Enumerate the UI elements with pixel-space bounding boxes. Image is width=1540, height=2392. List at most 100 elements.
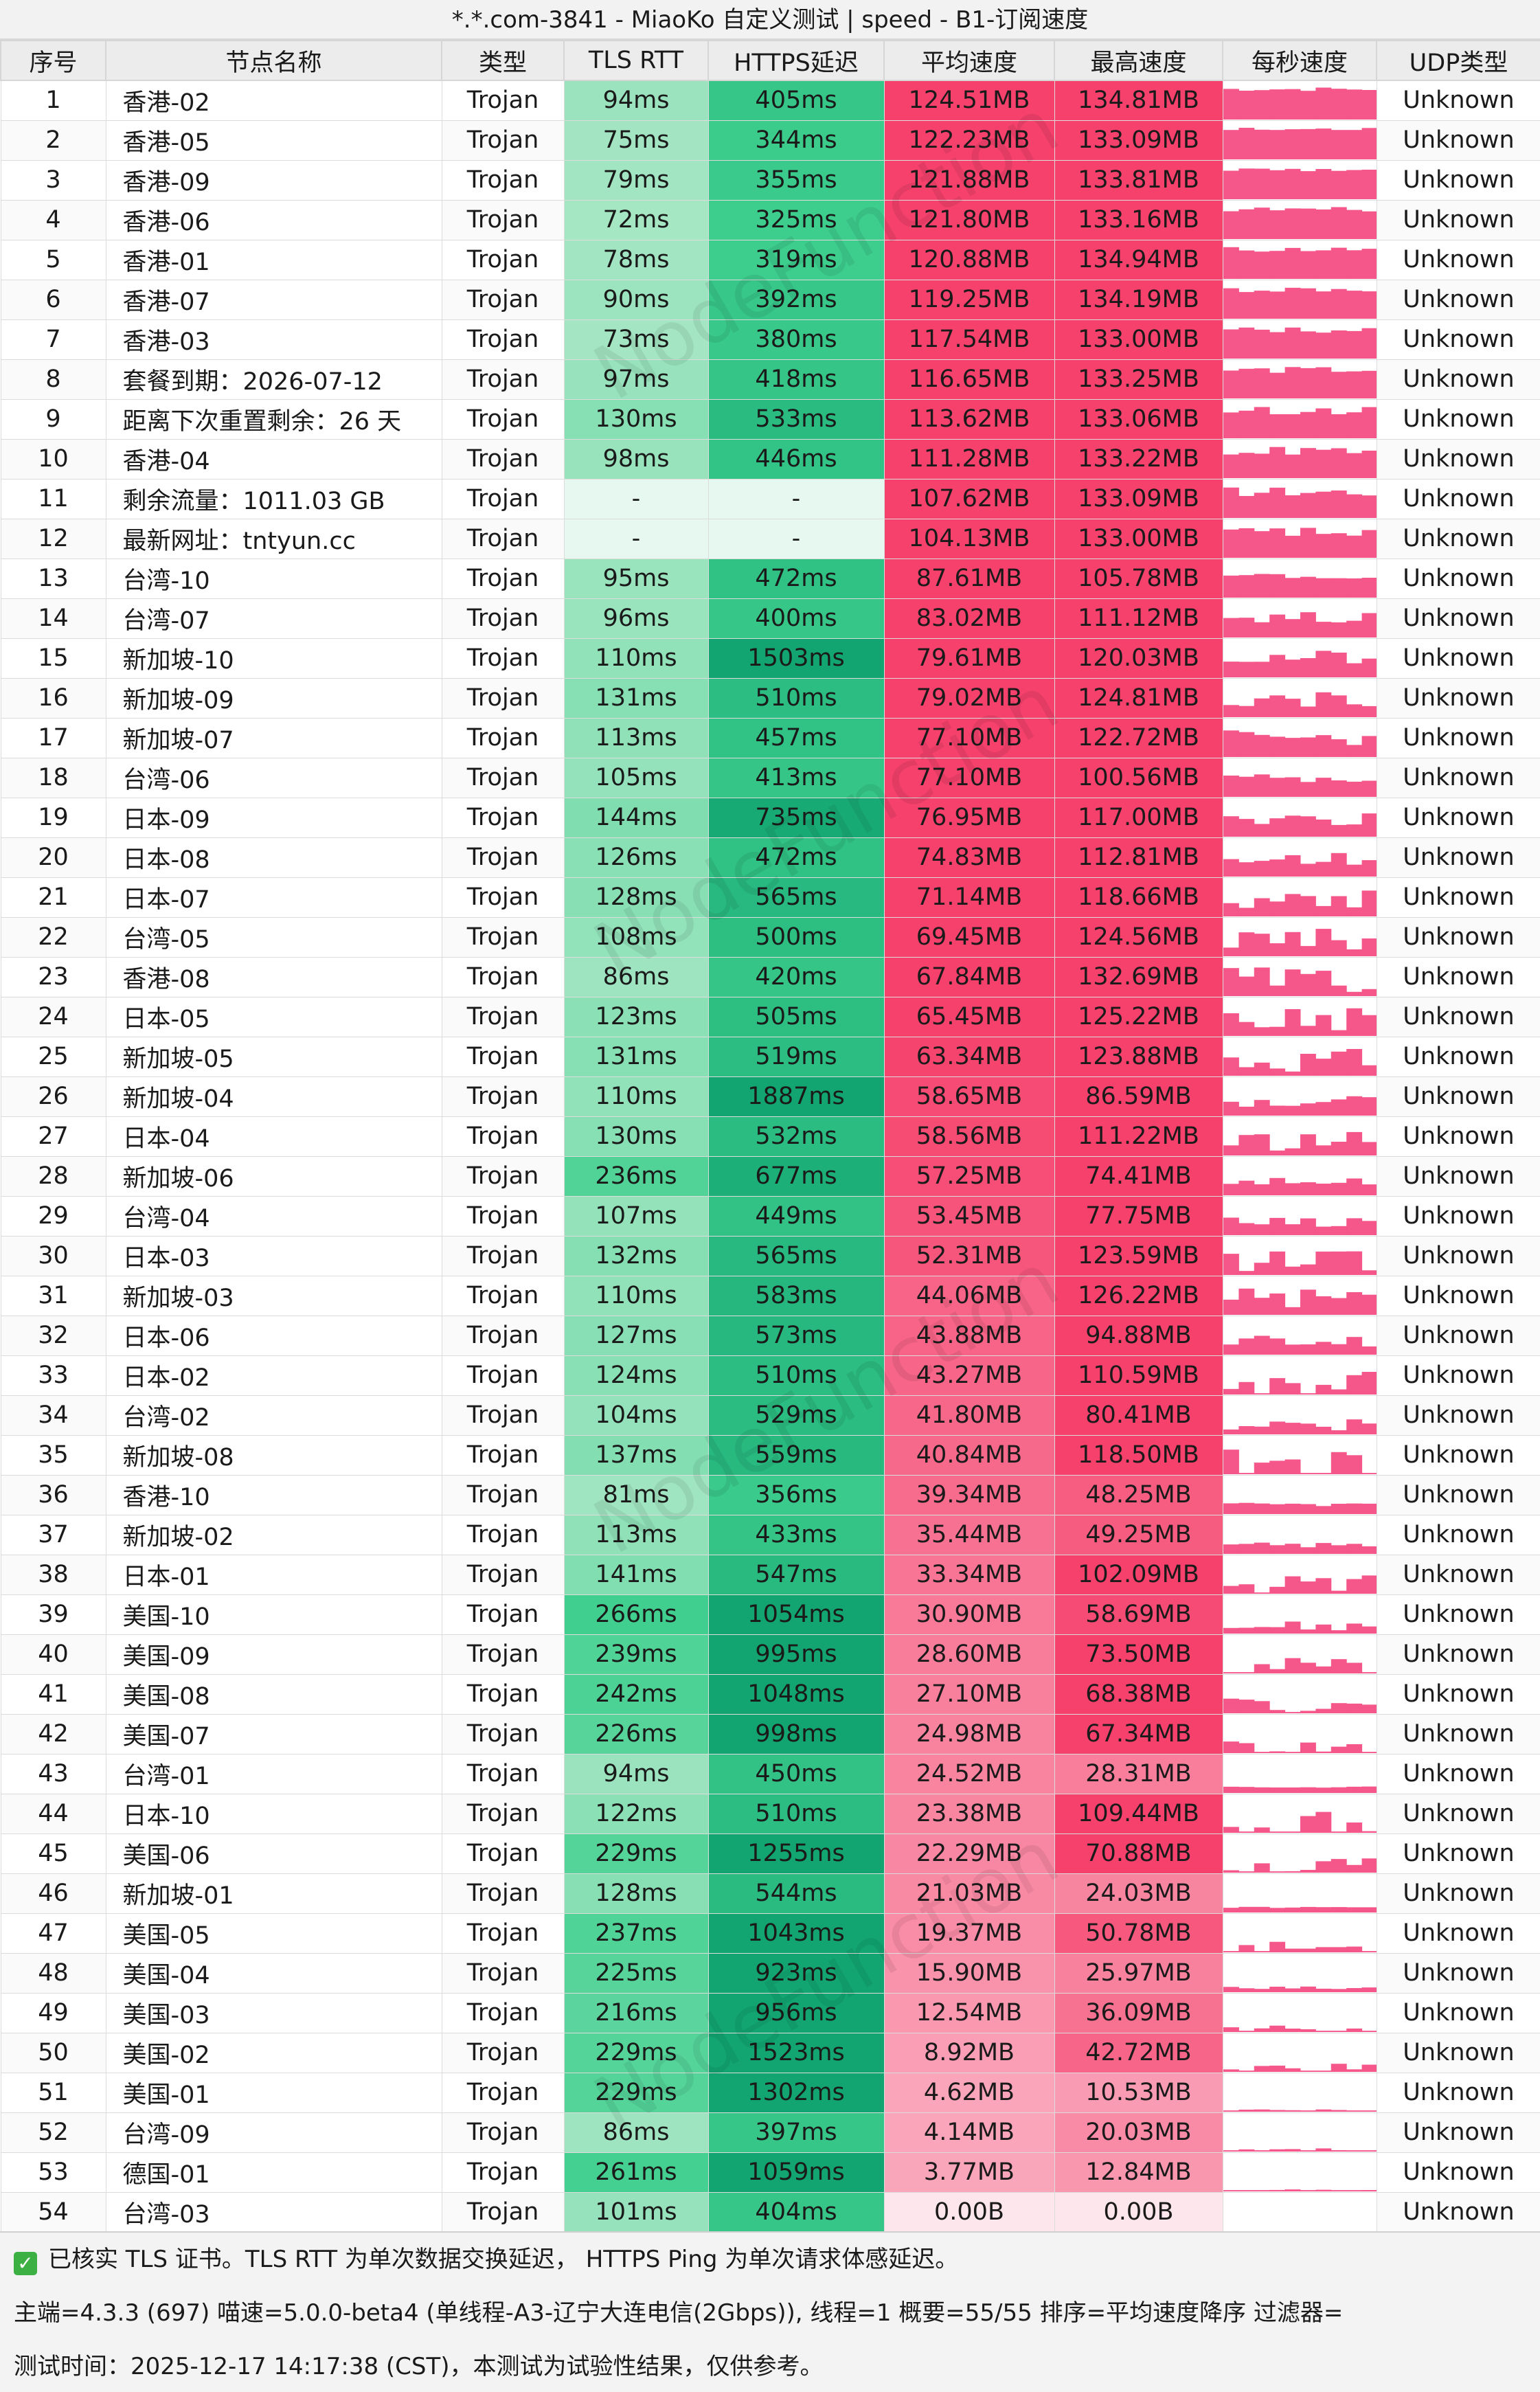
table-row[interactable]: 36 香港-10 Trojan 81ms 356ms 39.34MB 48.25MB Unkn…	[0, 1474, 1540, 1515]
column-header-tls-rtt[interactable]: TLS RTT	[563, 40, 709, 81]
table-row[interactable]: 13 台湾-10 Trojan 95ms 472ms 87.61MB 105.78MB Unk…	[0, 558, 1540, 599]
sparkline-bar	[1254, 2109, 1270, 2112]
max-speed: 133.09MB	[1054, 478, 1223, 519]
table-row[interactable]: 40 美国-09 Trojan 239ms 995ms 28.60MB 73.50MB Unk…	[0, 1634, 1540, 1675]
table-row[interactable]: 16 新加坡-09 Trojan 131ms 510ms 79.02MB 124.81MB U…	[0, 677, 1540, 719]
table-row[interactable]: 28 新加坡-06 Trojan 236ms 677ms 57.25MB 74.41MB Un…	[0, 1155, 1540, 1197]
table-row[interactable]: 12 最新网址：tntyun.cc Trojan - -104.13MB 133.00MB…	[0, 518, 1540, 559]
table-row[interactable]: 50 美国-02 Trojan 229ms 1523ms 8.92MB 42.72MB Unk…	[0, 2032, 1540, 2073]
table-row[interactable]: 35 新加坡-08 Trojan 137ms 559ms 40.84MB 118.50MB U…	[0, 1434, 1540, 1476]
table-row[interactable]: 45 美国-06 Trojan 229ms 1255ms 22.29MB 70.88MB Un…	[0, 1833, 1540, 1874]
table-row[interactable]: 4 香港-06 Trojan 72ms 325ms 121.80MB 133.16MB Unk…	[0, 199, 1540, 240]
table-row[interactable]: 44 日本-10 Trojan 122ms 510ms 23.38MB 109.44MB Un…	[0, 1793, 1540, 1834]
sparkline-bar	[1315, 1145, 1331, 1155]
sparkline-bar	[1361, 1184, 1376, 1195]
table-row[interactable]: 31 新加坡-03 Trojan 110ms 583ms 44.06MB 126.22MB U…	[0, 1275, 1540, 1316]
table-row[interactable]: 3 香港-09 Trojan 79ms 355ms 121.88MB 133.81MB Unk…	[0, 159, 1540, 201]
avg-speed: 4.14MB	[883, 2112, 1055, 2153]
table-row[interactable]: 42 美国-07 Trojan 226ms 998ms 24.98MB 67.34MB Unk…	[0, 1713, 1540, 1754]
column-header-max-speed[interactable]: 最高速度	[1054, 40, 1223, 81]
table-row[interactable]: 17 新加坡-07 Trojan 113ms 457ms 77.10MB 122.72MB U…	[0, 717, 1540, 758]
avg-speed: 76.95MB	[883, 797, 1055, 838]
https-latency: 405ms	[707, 80, 885, 121]
table-row[interactable]: 26 新加坡-04 Trojan 110ms 1887ms 58.65MB 86.59MB U…	[0, 1076, 1540, 1117]
node-name: 美国-05	[105, 1913, 442, 1954]
table-row[interactable]: 33 日本-02 Trojan 124ms 510ms 43.27MB 110.59MB Un…	[0, 1355, 1540, 1396]
table-row[interactable]: 43 台湾-01 Trojan 94ms 450ms 24.52MB 28.31MB Unkn…	[0, 1753, 1540, 1794]
table-row[interactable]: 8 套餐到期：2026-07-12 Trojan 97ms 418ms 116.65MB 1…	[0, 359, 1540, 400]
table-row[interactable]: 41 美国-08 Trojan 242ms 1048ms 27.10MB 68.38MB Un…	[0, 1673, 1540, 1715]
table-row[interactable]: 15 新加坡-10 Trojan 110ms 1503ms 79.61MB 120.03MB…	[0, 638, 1540, 679]
sparkline-bar	[1238, 1871, 1254, 1873]
table-row[interactable]: 30 日本-03 Trojan 132ms 565ms 52.31MB 123.59MB Un…	[0, 1235, 1540, 1276]
tls-rtt: 113ms	[563, 1514, 709, 1555]
table-row[interactable]: 46 新加坡-01 Trojan 128ms 544ms 21.03MB 24.03MB Un…	[0, 1873, 1540, 1914]
table-row[interactable]: 11 剩余流量：1011.03 GB Trojan - -107.62MB 133.09M…	[0, 478, 1540, 519]
table-row[interactable]: 24 日本-05 Trojan 123ms 505ms 65.45MB 125.22MB Un…	[0, 996, 1540, 1037]
table-row[interactable]: 10 香港-04 Trojan 98ms 446ms 111.28MB 133.22MB Un…	[0, 438, 1540, 479]
sparkline-bar	[1223, 211, 1239, 239]
table-row[interactable]: 29 台湾-04 Trojan 107ms 449ms 53.45MB 77.75MB Unk…	[0, 1195, 1540, 1237]
avg-speed: 63.34MB	[883, 1036, 1055, 1077]
table-row[interactable]: 48 美国-04 Trojan 225ms 923ms 15.90MB 25.97MB Unk…	[0, 1952, 1540, 1994]
tls-rtt: 113ms	[563, 717, 709, 758]
column-header-udp-type[interactable]: UDP类型	[1376, 40, 1540, 81]
max-speed: 118.66MB	[1054, 877, 1223, 918]
column-header-avg-speed[interactable]: 平均速度	[883, 40, 1055, 81]
table-row[interactable]: 47 美国-05 Trojan 237ms 1043ms 19.37MB 50.78MB Un…	[0, 1913, 1540, 1954]
table-row[interactable]: 19 日本-09 Trojan 144ms 735ms 76.95MB 117.00MB Un…	[0, 797, 1540, 838]
sparkline-bar	[1223, 288, 1239, 319]
table-row[interactable]: 9 距离下次重置剩余：26 天 Trojan 130ms 533ms 113.62MB 13…	[0, 398, 1540, 440]
table-row[interactable]: 1 香港-02 Trojan 94ms 405ms 124.51MB 134.81MB Unk…	[0, 80, 1540, 121]
table-row[interactable]: 20 日本-08 Trojan 126ms 472ms 74.83MB 112.81MB Un…	[0, 837, 1540, 878]
sparkline-bar	[1284, 1344, 1300, 1355]
table-row[interactable]: 21 日本-07 Trojan 128ms 565ms 71.14MB 118.66MB Un…	[0, 877, 1540, 918]
table-row[interactable]: 52 台湾-09 Trojan 86ms 397ms 4.14MB 20.03MB Unkno…	[0, 2112, 1540, 2153]
sparkline-bar	[1238, 732, 1254, 757]
sparkline-bar	[1361, 90, 1376, 120]
sparkline-bar	[1330, 853, 1347, 877]
per-second-speed-sparkline	[1222, 1036, 1377, 1077]
table-row[interactable]: 22 台湾-05 Trojan 108ms 500ms 69.45MB 124.56MB Un…	[0, 916, 1540, 958]
tls-rtt: 94ms	[563, 1753, 709, 1794]
node-type: Trojan	[441, 1036, 565, 1077]
table-row[interactable]: 32 日本-06 Trojan 127ms 573ms 43.88MB 94.88MB Unk…	[0, 1315, 1540, 1356]
table-row[interactable]: 7 香港-03 Trojan 73ms 380ms 117.54MB 133.00MB Unk…	[0, 319, 1540, 360]
table-row[interactable]: 27 日本-04 Trojan 130ms 532ms 58.56MB 111.22MB Un…	[0, 1116, 1540, 1157]
node-name: 台湾-05	[105, 916, 442, 958]
column-header-https-latency[interactable]: HTTPS延迟	[707, 40, 885, 81]
sparkline-bar	[1361, 1546, 1376, 1554]
table-row[interactable]: 6 香港-07 Trojan 90ms 392ms 119.25MB 134.19MB Unk…	[0, 279, 1540, 320]
table-row[interactable]: 38 日本-01 Trojan 141ms 547ms 33.34MB 102.09MB Un…	[0, 1554, 1540, 1595]
column-header-node-name[interactable]: 节点名称	[105, 40, 442, 81]
node-type: Trojan	[441, 438, 565, 479]
sparkline-bar	[1330, 940, 1347, 956]
column-header-type[interactable]: 类型	[441, 40, 565, 81]
table-row[interactable]: 53 德国-01 Trojan 261ms 1059ms 3.77MB 12.84MB Unk…	[0, 2152, 1540, 2193]
table-row[interactable]: 25 新加坡-05 Trojan 131ms 519ms 63.34MB 123.88MB U…	[0, 1036, 1540, 1077]
table-row[interactable]: 49 美国-03 Trojan 216ms 956ms 12.54MB 36.09MB Unk…	[0, 1992, 1540, 2033]
sparkline-bar	[1346, 991, 1362, 996]
sparkline-bar	[1223, 1344, 1239, 1355]
table-row[interactable]: 51 美国-01 Trojan 229ms 1302ms 4.62MB 10.53MB Unk…	[0, 2072, 1540, 2113]
table-row[interactable]: 23 香港-08 Trojan 86ms 420ms 67.84MB 132.69MB Unk…	[0, 956, 1540, 997]
table-row[interactable]: 54 台湾-03 Trojan 101ms 404ms 0.00B 0.00B Unknown	[0, 2191, 1540, 2233]
column-header-per-second-speed[interactable]: 每秒速度	[1222, 40, 1377, 81]
sparkline-bar	[1315, 820, 1331, 837]
udp-type: Unknown	[1376, 1594, 1540, 1635]
table-row[interactable]: 39 美国-10 Trojan 266ms 1054ms 30.90MB 58.69MB Un…	[0, 1594, 1540, 1635]
row-index: 23	[0, 956, 106, 997]
sparkline-bar	[1300, 1218, 1316, 1235]
row-index: 24	[0, 996, 106, 1037]
node-name: 德国-01	[105, 2152, 442, 2193]
table-row[interactable]: 34 台湾-02 Trojan 104ms 529ms 41.80MB 80.41MB Unk…	[0, 1395, 1540, 1436]
table-row[interactable]: 14 台湾-07 Trojan 96ms 400ms 83.02MB 111.12MB Unk…	[0, 598, 1540, 639]
table-row[interactable]: 37 新加坡-02 Trojan 113ms 433ms 35.44MB 49.25MB Un…	[0, 1514, 1540, 1555]
column-header-index[interactable]: 序号	[0, 40, 106, 81]
node-name: 美国-01	[105, 2072, 442, 2113]
max-speed: 134.19MB	[1054, 279, 1223, 320]
sparkline-bar	[1300, 411, 1316, 438]
table-row[interactable]: 5 香港-01 Trojan 78ms 319ms 120.88MB 134.94MB Unk…	[0, 239, 1540, 280]
table-row[interactable]: 18 台湾-06 Trojan 105ms 413ms 77.10MB 100.56MB Un…	[0, 757, 1540, 798]
table-row[interactable]: 2 香港-05 Trojan 75ms 344ms 122.23MB 133.09MB Unk…	[0, 120, 1540, 161]
